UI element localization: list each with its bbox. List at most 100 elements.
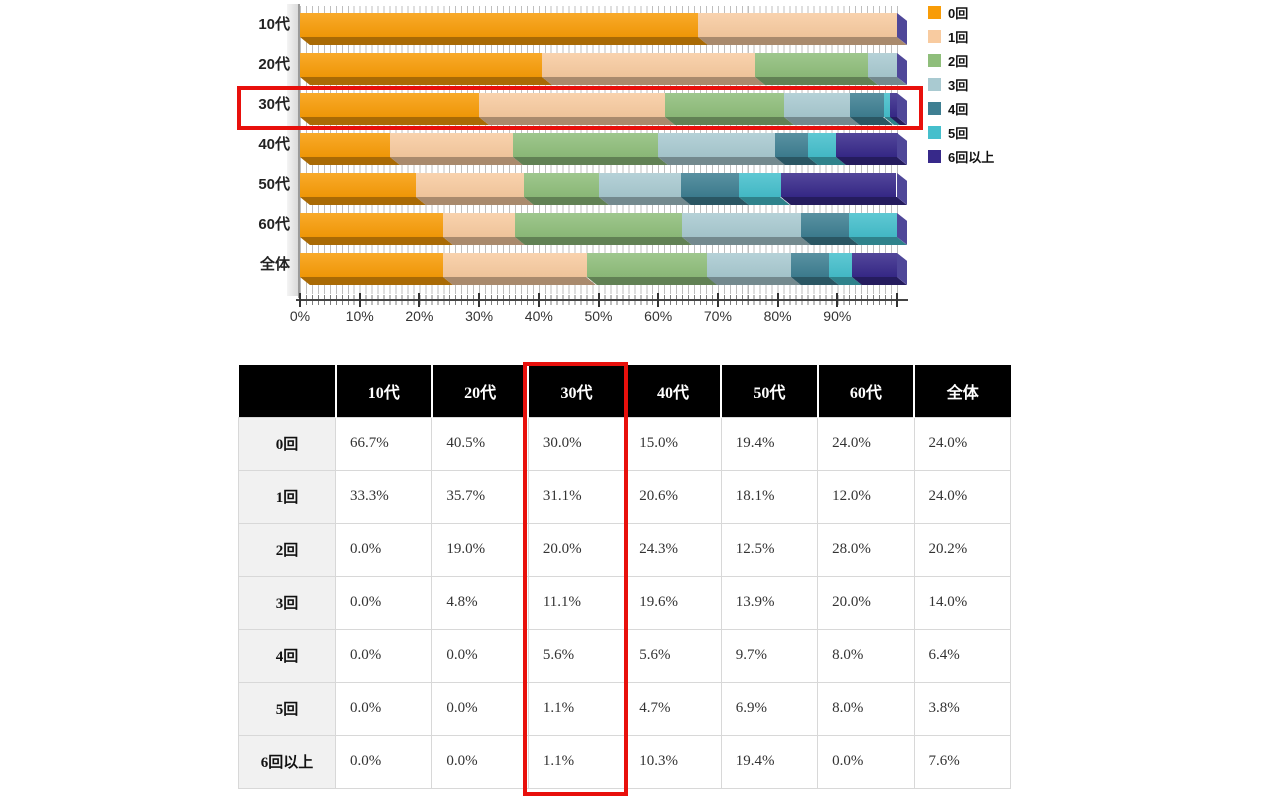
table-cell: 24.3% [624,522,722,577]
bar-segment-bevel [300,237,454,245]
bar-segment [300,133,400,165]
table-cell: 33.3% [334,469,433,524]
table-cell: 0.0% [431,734,529,789]
table-cell: 5.6% [624,628,722,683]
stacked-bar-5 [300,173,907,205]
bar-segment [300,213,454,245]
table-column-header: 30代 [528,365,626,417]
bar-segment [790,253,839,285]
bar-segment-bevel [682,237,812,245]
bar-segment-bevel [389,157,523,165]
table-cell: 8.0% [817,681,915,736]
table-cell: 0.0% [334,681,433,736]
x-axis-major-tick [537,293,540,307]
table-cell: 10.3% [624,734,722,789]
table-cell: 6.4% [913,628,1012,683]
legend-item: 2回 [928,52,969,69]
bar-segment [784,93,861,125]
table-row: 4回 0.0% 0.0% 5.6% 5.6% 9.7% 8.0% 6.4% [238,628,1012,683]
bar-segment [443,213,525,245]
y-axis-label: 20代 [258,56,290,73]
bar-segment [415,173,534,205]
table-cell: 24.0% [913,469,1012,524]
bar-segment-bevel [512,157,668,165]
table-row-header: 3回 [238,575,336,630]
bar-segment [389,133,523,165]
legend-item: 4回 [928,100,969,117]
table-cell: 19.0% [431,522,529,577]
y-axis-label: 10代 [258,16,290,33]
table-cell: 1.1% [527,681,626,736]
bar-segment-bevel [300,117,489,125]
legend-swatch-icon [928,101,941,115]
y-axis-label: 30代 [258,96,290,113]
legend-item: 5回 [928,124,968,141]
bar-segment [300,93,489,125]
bar-segment [657,133,785,165]
bar-segment [598,173,692,205]
stacked-bar-3 [300,93,907,125]
bar-segment [849,213,907,245]
table-cell: 66.7% [334,416,433,471]
table-cell: 0.0% [431,628,529,683]
bar-segment [754,53,879,85]
table-column-header: 全体 [914,365,1011,417]
table-cell: 4.7% [624,681,722,736]
bar-segment-bevel [300,37,709,45]
x-axis-tick-label: 0% [289,308,311,324]
table-row-header: 1回 [238,469,336,524]
bar-segment [850,93,894,125]
table-cell: 19.6% [624,575,722,630]
x-axis-tick-label: 40% [524,308,553,324]
stacked-bar-2 [300,53,907,85]
table-column-header: 50代 [721,365,819,417]
table-row-header: 2回 [238,522,336,577]
table-cell: 0.0% [334,734,433,789]
legend-swatch-icon [928,125,941,139]
legend-item: 1回 [928,28,969,45]
bar-segment [851,253,907,285]
legend-label: 1回 [948,29,969,45]
bar-segment [698,13,907,45]
bar-segment-bevel [586,277,718,285]
bar-segment-bevel [514,237,692,245]
table-cell: 20.0% [527,522,626,577]
bar-segment [541,53,765,85]
bar-segment [514,213,692,245]
bar-segment-bevel [657,157,785,165]
bar-segment-bevel [754,77,879,85]
bar-segment [681,173,750,205]
table-cell: 24.0% [913,416,1012,471]
bar-segment [300,13,709,45]
bar-segment-bevel [443,277,597,285]
bar-segment [774,133,818,165]
table-row: 0回 66.7% 40.5% 30.0% 15.0% 19.4% 24.0% 24.0% [238,416,1012,471]
table-column-header: 60代 [817,365,916,417]
table-cell: 24.0% [817,416,915,471]
x-axis-major-tick [896,293,898,307]
y-axis-label: 50代 [258,176,290,193]
legend-label: 6回以上 [948,149,995,165]
bar-segment [836,133,908,165]
x-axis-major-tick [358,293,361,307]
x-axis-tick-label: 30% [465,308,494,324]
bar-segment-bevel [300,277,454,285]
legend-item: 3回 [928,76,968,93]
chart-y-axis-line [298,4,300,298]
table-row-header: 0回 [238,416,336,471]
bar-segment-bevel [780,197,907,205]
x-axis-major-tick [418,293,421,307]
bar-segment [739,173,791,205]
stacked-bar-4 [300,133,908,165]
bar-segment [300,53,552,85]
legend-label: 2回 [948,53,969,69]
table-cell: 31.1% [527,469,626,524]
chart-left-wall [287,4,298,296]
bar-segment-bevel [523,197,609,205]
table-cell: 8.0% [817,628,915,683]
bar-segment [523,173,609,205]
legend-label: 4回 [948,101,969,117]
table-cell: 30.0% [527,416,626,471]
x-axis-tick-label: 70% [703,308,732,324]
